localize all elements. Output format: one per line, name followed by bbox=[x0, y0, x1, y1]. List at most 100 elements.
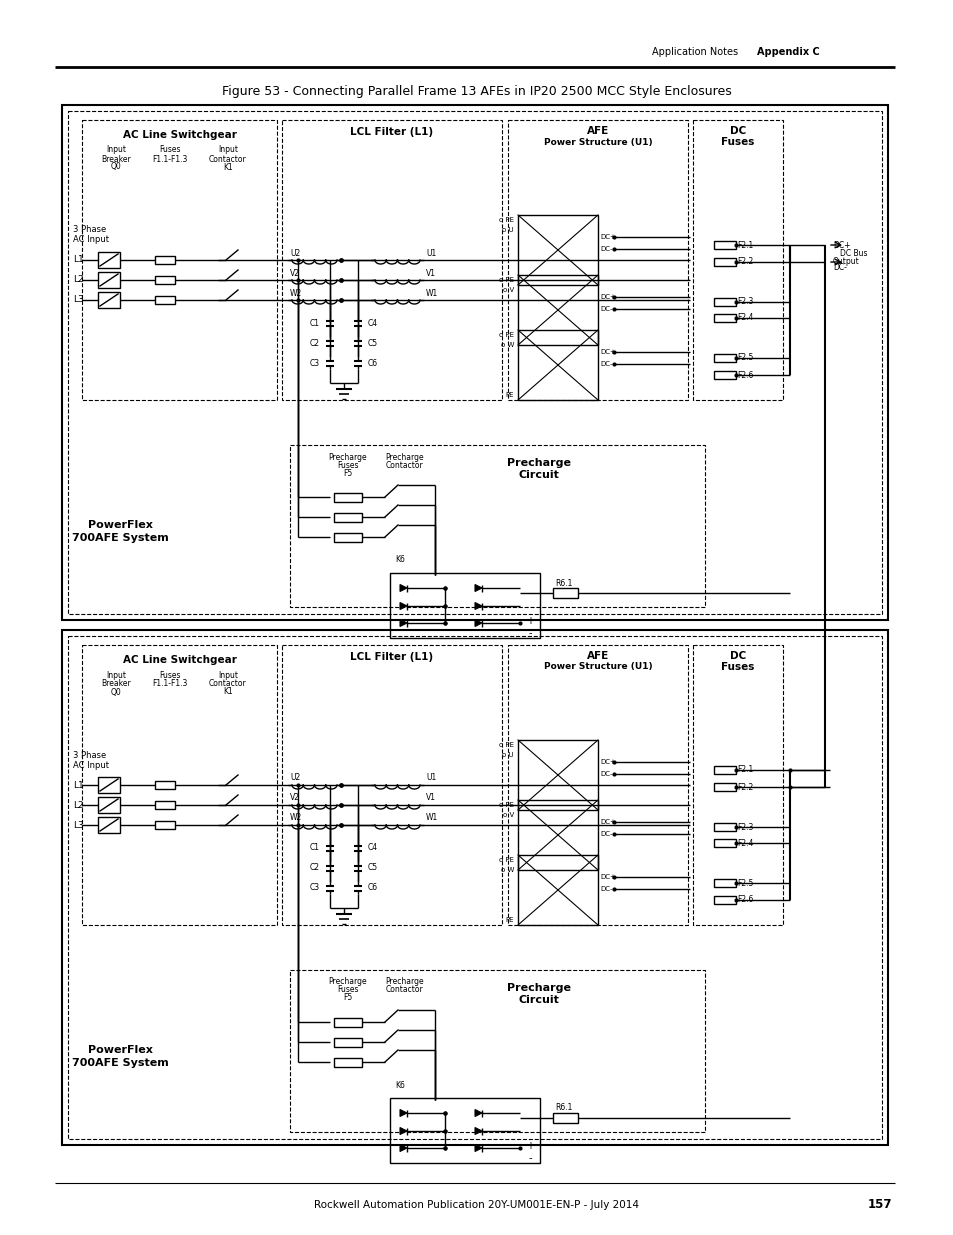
Polygon shape bbox=[399, 1109, 407, 1116]
Text: DC-: DC- bbox=[832, 263, 846, 272]
Polygon shape bbox=[475, 1109, 481, 1116]
Text: V2: V2 bbox=[290, 794, 299, 803]
Text: LCL Filter (L1): LCL Filter (L1) bbox=[350, 127, 433, 137]
Text: F2.1: F2.1 bbox=[737, 766, 753, 774]
Text: K1: K1 bbox=[223, 163, 233, 172]
Text: L3: L3 bbox=[73, 295, 84, 305]
Text: L2: L2 bbox=[73, 275, 84, 284]
Text: o V: o V bbox=[502, 287, 514, 293]
Polygon shape bbox=[399, 603, 407, 610]
Text: C1: C1 bbox=[310, 844, 319, 852]
Bar bbox=[713, 298, 735, 306]
Text: Fuses: Fuses bbox=[159, 671, 180, 679]
Text: L2: L2 bbox=[73, 800, 84, 809]
Polygon shape bbox=[475, 620, 481, 626]
Bar bbox=[713, 766, 735, 774]
Bar bbox=[290, 445, 704, 606]
Text: Contactor: Contactor bbox=[209, 154, 247, 163]
Polygon shape bbox=[399, 1145, 407, 1151]
Bar bbox=[334, 532, 361, 541]
Text: F2.1: F2.1 bbox=[737, 241, 753, 249]
Text: Input: Input bbox=[106, 671, 126, 679]
Bar bbox=[517, 800, 598, 869]
Text: W2: W2 bbox=[290, 289, 302, 298]
Text: AC Input: AC Input bbox=[73, 761, 109, 769]
Text: Rockwell Automation Publication 20Y-UM001E-EN-P - July 2014: Rockwell Automation Publication 20Y-UM00… bbox=[314, 1200, 639, 1210]
Text: V2: V2 bbox=[290, 268, 299, 278]
Text: 157: 157 bbox=[867, 1198, 891, 1212]
Polygon shape bbox=[475, 603, 481, 610]
Text: C1: C1 bbox=[310, 319, 319, 327]
Text: DC+: DC+ bbox=[832, 241, 850, 249]
Text: LCL Filter (L1): LCL Filter (L1) bbox=[350, 652, 433, 662]
Text: DC-: DC- bbox=[599, 885, 612, 892]
Text: PE: PE bbox=[505, 391, 514, 398]
Bar bbox=[282, 120, 501, 400]
Text: C2: C2 bbox=[310, 338, 319, 347]
Text: U1: U1 bbox=[426, 248, 436, 258]
Text: 3 Phase: 3 Phase bbox=[73, 751, 106, 760]
Bar bbox=[154, 296, 174, 304]
Bar bbox=[517, 215, 598, 285]
Text: U2: U2 bbox=[290, 248, 300, 258]
Text: F2.2: F2.2 bbox=[737, 258, 753, 267]
Bar bbox=[713, 823, 735, 831]
Bar bbox=[334, 513, 361, 521]
Text: Precharge: Precharge bbox=[329, 452, 367, 462]
Text: C4: C4 bbox=[368, 844, 377, 852]
Bar bbox=[713, 897, 735, 904]
Text: F5: F5 bbox=[343, 468, 353, 478]
Text: C4: C4 bbox=[368, 319, 377, 327]
Bar bbox=[334, 1057, 361, 1067]
Text: AC Input: AC Input bbox=[73, 236, 109, 245]
Text: DC-: DC- bbox=[599, 361, 612, 367]
Text: F2.2: F2.2 bbox=[737, 783, 753, 792]
Text: o W: o W bbox=[500, 342, 514, 348]
Text: Contactor: Contactor bbox=[386, 986, 423, 994]
Bar bbox=[713, 241, 735, 249]
Text: F2.4: F2.4 bbox=[737, 839, 753, 847]
Polygon shape bbox=[475, 1128, 481, 1135]
Bar bbox=[154, 821, 174, 829]
Bar bbox=[98, 797, 120, 813]
Text: DC-: DC- bbox=[599, 306, 612, 312]
Bar bbox=[692, 645, 782, 925]
Text: Input: Input bbox=[218, 146, 237, 154]
Bar bbox=[507, 120, 687, 400]
Text: DC: DC bbox=[729, 126, 745, 136]
Text: -: - bbox=[528, 629, 531, 638]
Text: Q0: Q0 bbox=[111, 163, 121, 172]
Text: 700AFE System: 700AFE System bbox=[71, 534, 168, 543]
Bar bbox=[713, 879, 735, 887]
Text: W1: W1 bbox=[426, 289, 437, 298]
Bar bbox=[154, 781, 174, 789]
Text: AFE: AFE bbox=[586, 651, 608, 661]
Text: C6: C6 bbox=[368, 358, 377, 368]
Text: Precharge: Precharge bbox=[506, 458, 571, 468]
Text: U2: U2 bbox=[290, 773, 300, 783]
Bar bbox=[154, 802, 174, 809]
Text: +: + bbox=[525, 1141, 534, 1151]
Text: C5: C5 bbox=[368, 338, 377, 347]
Text: Q0: Q0 bbox=[111, 688, 121, 697]
Text: DC+: DC+ bbox=[599, 760, 616, 764]
Bar bbox=[517, 855, 598, 925]
Bar bbox=[517, 330, 598, 400]
Text: L1: L1 bbox=[73, 781, 84, 789]
Bar bbox=[62, 630, 887, 1145]
Bar bbox=[68, 111, 882, 614]
Text: Fuses: Fuses bbox=[337, 461, 358, 469]
Bar bbox=[507, 645, 687, 925]
Text: o PE: o PE bbox=[498, 857, 514, 863]
Text: Contactor: Contactor bbox=[386, 461, 423, 469]
Text: DC Bus: DC Bus bbox=[840, 248, 866, 258]
Text: C3: C3 bbox=[310, 883, 319, 893]
Bar bbox=[82, 645, 276, 925]
Bar bbox=[713, 258, 735, 266]
Text: C5: C5 bbox=[368, 863, 377, 872]
Text: Circuit: Circuit bbox=[518, 471, 558, 480]
Bar bbox=[154, 256, 174, 264]
Polygon shape bbox=[399, 584, 407, 592]
Text: Fuses: Fuses bbox=[720, 662, 754, 672]
Text: PE: PE bbox=[505, 918, 514, 923]
